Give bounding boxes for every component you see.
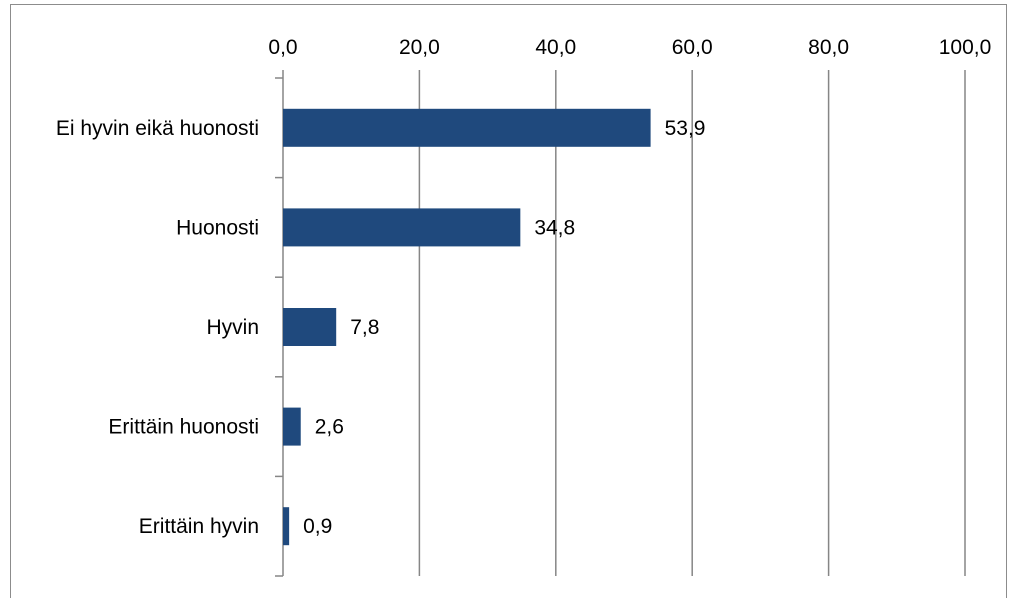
bar xyxy=(283,308,337,346)
data-label: 7,8 xyxy=(350,316,379,339)
chart-frame xyxy=(10,4,1007,598)
data-label: 0,9 xyxy=(303,515,332,538)
bar xyxy=(283,407,301,446)
x-tick-labels: 0,0 20,0 40,0 60,0 80,0 100,0 xyxy=(268,36,991,59)
x-tick-label: 0,0 xyxy=(268,36,297,59)
bars xyxy=(283,108,651,546)
bar xyxy=(283,208,521,247)
category-label: Hyvin xyxy=(206,316,259,339)
category-label: Huonosti xyxy=(176,216,259,239)
data-label: 53,9 xyxy=(665,117,706,140)
category-label: Ei hyvin eikä huonosti xyxy=(56,117,259,140)
category-label: Erittäin huonosti xyxy=(108,416,259,439)
gridlines xyxy=(282,70,966,576)
data-label: 2,6 xyxy=(315,416,344,439)
bar xyxy=(283,507,290,546)
category-axis xyxy=(275,77,284,577)
x-tick-label: 60,0 xyxy=(672,36,713,59)
category-label: Erittäin hyvin xyxy=(139,515,259,538)
bar xyxy=(283,108,651,147)
category-labels: Ei hyvin eikä huonosti Huonosti Hyvin Eritt… xyxy=(56,117,259,538)
x-tick-label: 40,0 xyxy=(535,36,576,59)
x-tick-label: 100,0 xyxy=(939,36,992,59)
x-tick-label: 80,0 xyxy=(808,36,849,59)
data-labels: 53,9 34,8 7,8 2,6 0,9 xyxy=(303,117,705,538)
data-label: 34,8 xyxy=(534,216,575,239)
x-tick-label: 20,0 xyxy=(399,36,440,59)
